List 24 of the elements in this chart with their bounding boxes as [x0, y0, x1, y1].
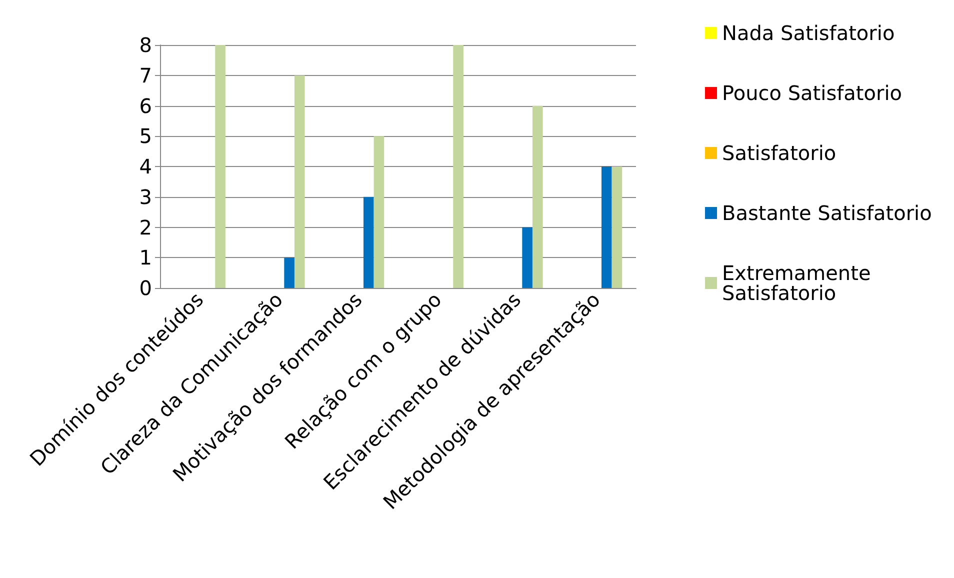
y-tick-label: 7: [139, 63, 152, 88]
y-tick-label: 3: [139, 184, 152, 209]
bar: [215, 45, 226, 288]
bar: [601, 166, 612, 288]
y-tick-label: 4: [139, 154, 152, 178]
legend-label: Nada Satisfatorio: [722, 21, 895, 45]
legend-label: Satisfatorio: [722, 141, 836, 165]
bar: [374, 136, 384, 288]
legend-label: Bastante Satisfatorio: [722, 201, 932, 225]
bar: [363, 196, 374, 288]
y-tick-label: 1: [139, 246, 152, 270]
bar: [453, 45, 464, 288]
bar: [532, 106, 543, 288]
y-tick-label: 2: [139, 215, 152, 240]
y-tick-label: 0: [139, 276, 152, 300]
bar: [294, 75, 305, 288]
y-tick-label: 8: [139, 33, 152, 57]
bar: [522, 227, 532, 288]
bar: [612, 166, 622, 288]
bar: [284, 258, 294, 288]
y-tick-label: 5: [139, 124, 152, 148]
y-tick-label: 6: [139, 94, 152, 118]
legend-label: Extremamente Satisfatorio: [722, 261, 878, 305]
legend-label: Pouco Satisfatorio: [722, 81, 902, 105]
